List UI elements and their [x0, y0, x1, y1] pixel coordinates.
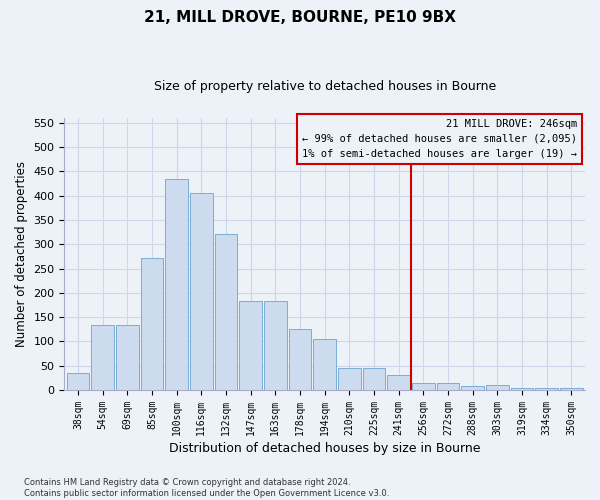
Bar	[215, 234, 238, 390]
Bar	[166, 178, 188, 390]
Bar	[67, 373, 89, 390]
Bar	[362, 368, 385, 390]
Text: 21, MILL DROVE, BOURNE, PE10 9BX: 21, MILL DROVE, BOURNE, PE10 9BX	[144, 10, 456, 25]
Bar	[313, 339, 336, 390]
Bar	[239, 300, 262, 390]
Title: Size of property relative to detached houses in Bourne: Size of property relative to detached ho…	[154, 80, 496, 93]
Text: Contains HM Land Registry data © Crown copyright and database right 2024.
Contai: Contains HM Land Registry data © Crown c…	[24, 478, 389, 498]
Bar	[338, 368, 361, 390]
Bar	[486, 385, 509, 390]
Bar	[91, 326, 114, 390]
Bar	[535, 388, 558, 390]
Bar	[190, 193, 212, 390]
Bar	[264, 300, 287, 390]
Text: 21 MILL DROVE: 246sqm
← 99% of detached houses are smaller (2,095)
1% of semi-de: 21 MILL DROVE: 246sqm ← 99% of detached …	[302, 119, 577, 158]
X-axis label: Distribution of detached houses by size in Bourne: Distribution of detached houses by size …	[169, 442, 481, 455]
Bar	[412, 383, 435, 390]
Bar	[116, 326, 139, 390]
Y-axis label: Number of detached properties: Number of detached properties	[15, 161, 28, 347]
Bar	[140, 258, 163, 390]
Bar	[437, 383, 460, 390]
Bar	[388, 376, 410, 390]
Bar	[289, 330, 311, 390]
Bar	[511, 388, 533, 390]
Bar	[560, 388, 583, 390]
Bar	[461, 386, 484, 390]
